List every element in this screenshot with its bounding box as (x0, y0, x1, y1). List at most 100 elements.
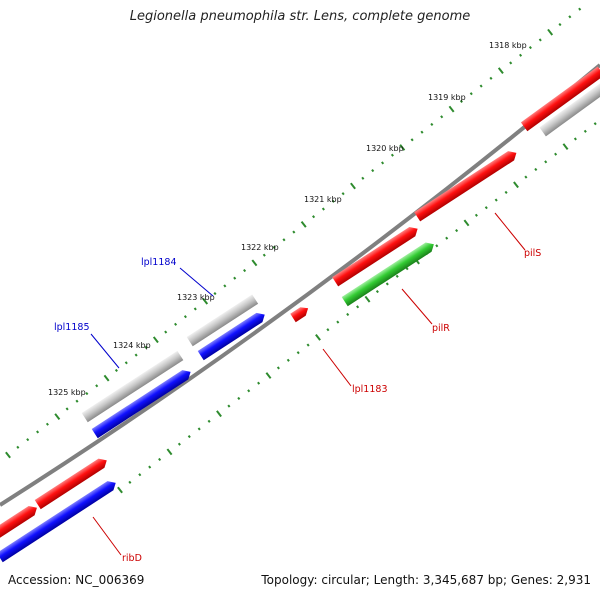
minor-tick (528, 46, 532, 50)
minor-tick (95, 384, 99, 388)
minor-tick (361, 176, 365, 180)
major-tick (103, 374, 110, 382)
major-tick (547, 28, 554, 36)
gene-label-lpl1185[interactable]: lpl1185 (54, 322, 90, 333)
minor-tick (197, 427, 201, 431)
minor-tick (193, 307, 197, 311)
minor-tick (375, 290, 379, 294)
minor-tick (85, 391, 89, 396)
minor-tick (177, 442, 181, 446)
minor-tick (286, 358, 290, 362)
minor-tick (578, 7, 582, 11)
minor-tick (187, 435, 191, 439)
minor-tick (36, 430, 40, 434)
minor-tick (227, 404, 231, 408)
minor-tick (356, 305, 360, 309)
major-tick (463, 219, 470, 227)
gene-feature-red[interactable] (520, 66, 600, 132)
minor-tick (124, 361, 128, 365)
minor-tick (509, 61, 513, 65)
major-tick (265, 372, 272, 379)
minor-tick (16, 445, 20, 449)
minor-tick (237, 396, 241, 400)
minor-tick (336, 320, 340, 324)
minor-tick (223, 284, 227, 288)
minor-tick (459, 99, 463, 103)
map-title: Legionella pneumophila str. Lens, comple… (129, 9, 471, 24)
minor-tick (183, 315, 187, 319)
gene-feature-pils[interactable] (414, 148, 519, 222)
gene-feature-red[interactable] (34, 455, 110, 510)
minor-tick (474, 213, 478, 217)
minor-tick (479, 84, 483, 88)
gene-labels: lpl1184 lpl1185 pilS pilR lpl1183 ribD (54, 248, 541, 564)
minor-tick (276, 366, 280, 370)
accession-text: Accession: NC_006369 (8, 573, 145, 587)
minor-tick (405, 267, 409, 271)
minor-tick (282, 238, 286, 242)
minor-tick (148, 465, 152, 469)
minor-tick (26, 438, 30, 442)
minor-tick (469, 92, 473, 96)
minor-tick (312, 215, 316, 219)
minor-tick (164, 330, 168, 334)
genome-summary-text: Topology: circular; Length: 3,345,687 bp… (261, 573, 591, 587)
major-tick (315, 333, 321, 341)
tick-label: 1318 kbp (489, 41, 527, 50)
minor-tick (440, 115, 444, 119)
minor-tick (558, 22, 562, 27)
minor-tick (534, 167, 538, 172)
minor-tick (292, 230, 296, 234)
gene-feature-blue[interactable] (197, 310, 268, 361)
minor-tick (243, 268, 247, 273)
gene-label-pilr[interactable]: pilR (432, 323, 450, 334)
gene-label-lpl1184[interactable]: lpl1184 (141, 257, 177, 268)
minor-tick (519, 53, 523, 57)
gene-label-ribd[interactable]: ribD (122, 553, 142, 564)
minor-tick (174, 322, 178, 326)
major-tick (251, 259, 258, 267)
minor-tick (410, 138, 414, 142)
major-tick (497, 67, 504, 75)
minor-tick (114, 368, 118, 373)
minor-tick (207, 419, 211, 423)
gene-feature-lpl1184[interactable] (186, 294, 259, 347)
minor-tick (420, 130, 424, 134)
minor-tick (554, 152, 558, 156)
gene-feature-red[interactable] (332, 224, 420, 287)
minor-tick (341, 192, 345, 196)
inner-tick-marks (117, 122, 597, 494)
feature-track (0, 66, 600, 563)
outer-tick-marks (5, 7, 582, 459)
minor-tick (538, 38, 542, 42)
gene-feature-blue[interactable] (91, 367, 194, 439)
gene-feature-gray[interactable] (539, 74, 600, 137)
gene-feature-pilr[interactable] (341, 239, 437, 307)
gene-label-lpl1183[interactable]: lpl1183 (352, 384, 388, 395)
major-tick (364, 295, 371, 303)
gene-feature-ribd[interactable] (0, 478, 118, 563)
minor-tick (455, 228, 459, 233)
minor-tick (593, 122, 597, 126)
major-tick (448, 105, 455, 113)
minor-tick (247, 389, 251, 393)
gene-label-pils[interactable]: pilS (524, 248, 541, 259)
gene-feature-lpl1185[interactable] (81, 350, 184, 423)
tick-label: 1324 kbp (113, 341, 151, 350)
tick-label: 1321 kbp (304, 195, 342, 204)
tick-label: 1325 kbp (48, 388, 86, 397)
minor-tick (257, 381, 261, 385)
gene-feature-lpl1183[interactable] (290, 304, 311, 323)
major-tick (152, 336, 159, 344)
minor-tick (296, 351, 300, 355)
major-tick (166, 448, 173, 456)
gene-feature-red[interactable] (0, 503, 40, 540)
major-tick (5, 451, 11, 459)
minor-tick (395, 274, 399, 278)
tick-label: 1320 kbp (366, 144, 404, 153)
tick-labels: 1318 kbp 1319 kbp 1320 kbp 1321 kbp 1322… (48, 41, 527, 397)
minor-tick (331, 199, 335, 203)
minor-tick (306, 343, 310, 347)
major-tick (117, 486, 123, 494)
